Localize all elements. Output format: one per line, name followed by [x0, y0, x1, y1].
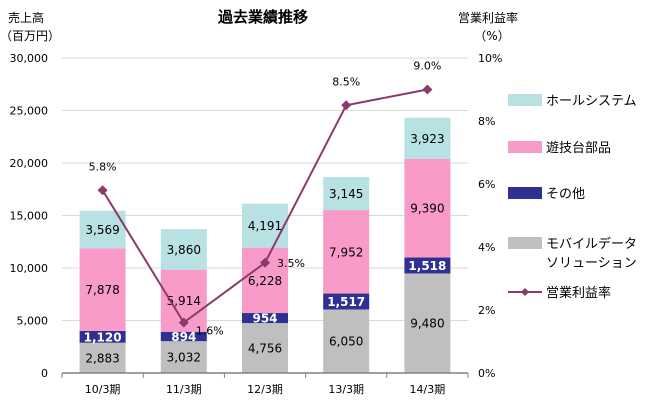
- x-tick-label: 11/3期: [166, 383, 202, 396]
- x-tick-label: 13/3期: [328, 383, 364, 396]
- bar-data-label: 3,145: [329, 187, 363, 201]
- line-data-label: 1.6%: [196, 325, 224, 338]
- legend-label: その他: [546, 187, 585, 202]
- bar-segment: [404, 158, 451, 258]
- x-tick-label: 10/3期: [85, 383, 121, 396]
- bar-segment: [242, 323, 288, 373]
- bar-segment: [242, 313, 288, 324]
- bar-data-label: 1,120: [84, 330, 122, 344]
- line-data-label: 8.5%: [332, 75, 360, 88]
- bar-data-label: 954: [252, 312, 277, 326]
- bar-data-label: 9,480: [410, 317, 444, 331]
- y-axis-label-line1: 売上高: [8, 10, 44, 25]
- chart-title: 過去業績推移: [217, 8, 308, 26]
- bar-segment: [242, 203, 288, 248]
- y-tick-label: 10,000: [10, 262, 49, 275]
- y2-tick-label: 6%: [478, 178, 495, 191]
- y2-tick-label: 4%: [478, 241, 495, 254]
- bar-data-label: 2,883: [85, 351, 119, 365]
- legend-label: ホールシステム: [546, 94, 637, 109]
- bar-segment: [79, 330, 126, 343]
- bar-segment: [404, 117, 451, 159]
- y-tick-label: 5,000: [17, 315, 49, 328]
- bar-data-label: 894: [171, 330, 196, 344]
- bar-data-label: 7,878: [85, 283, 119, 297]
- line-marker: [260, 257, 270, 268]
- y-tick-label: 15,000: [10, 210, 49, 223]
- line-data-label: 3.5%: [277, 257, 305, 270]
- x-tick-label: 14/3期: [410, 383, 446, 396]
- bar-data-label: 3,923: [410, 132, 444, 146]
- bar-data-label: 7,952: [329, 245, 363, 259]
- legend-line-marker: [521, 288, 529, 296]
- bar-segment: [404, 273, 451, 373]
- legend-label: ソリューション: [546, 256, 637, 271]
- bar-segment: [323, 293, 370, 310]
- bar-data-label: 4,756: [248, 342, 282, 356]
- legend-label: 営業利益率: [546, 285, 611, 301]
- legend-swatch: [508, 187, 542, 199]
- bar-data-label: 1,517: [327, 295, 365, 309]
- bar-segment: [160, 331, 207, 342]
- bar-segment: [323, 177, 370, 211]
- bar-segment: [160, 229, 207, 270]
- line-data-label: 9.0%: [413, 60, 441, 73]
- bar-data-label: 6,228: [248, 274, 282, 288]
- y2-axis-label-line2: （%）: [474, 29, 509, 43]
- y2-tick-label: 10%: [478, 52, 502, 65]
- bar-data-label: 3,569: [85, 223, 119, 237]
- line-data-label: 5.8%: [89, 160, 117, 173]
- legend-label: モバイルデータ: [546, 236, 637, 252]
- y-tick-label: 25,000: [10, 105, 49, 118]
- bar-data-label: 9,390: [410, 202, 444, 216]
- bar-segment: [79, 342, 126, 373]
- bar-data-label: 3,860: [167, 243, 201, 257]
- bar-segment: [323, 309, 370, 373]
- line-marker: [422, 84, 433, 95]
- bar-segment: [79, 248, 126, 331]
- bar-data-label: 4,191: [248, 219, 282, 233]
- bar-data-label: 1,518: [408, 259, 446, 273]
- bar-segment: [160, 341, 207, 373]
- y2-axis-label-line1: 営業利益率: [458, 10, 518, 25]
- bar-segment: [323, 210, 370, 294]
- y2-tick-label: 8%: [478, 115, 495, 128]
- bar-segment: [404, 257, 451, 274]
- bar-data-label: 5,914: [167, 294, 201, 308]
- bar-data-label: 6,050: [329, 335, 363, 349]
- line-marker: [341, 100, 352, 111]
- legend-swatch: [508, 237, 542, 249]
- bar-data-label: 3,032: [167, 351, 201, 365]
- y-tick-label: 0: [41, 367, 48, 380]
- legend-swatch: [508, 94, 542, 106]
- x-tick-label: 12/3期: [247, 383, 283, 396]
- y2-tick-label: 0%: [478, 367, 495, 380]
- legend-swatch: [508, 141, 542, 153]
- line-marker: [178, 317, 189, 328]
- y2-tick-label: 2%: [478, 304, 495, 317]
- line-marker: [97, 185, 108, 196]
- y-tick-label: 20,000: [10, 157, 49, 170]
- y-tick-label: 30,000: [10, 52, 49, 65]
- legend-label: 遊技台部品: [546, 141, 611, 156]
- y-axis-label-line2: （百万円）: [0, 29, 60, 43]
